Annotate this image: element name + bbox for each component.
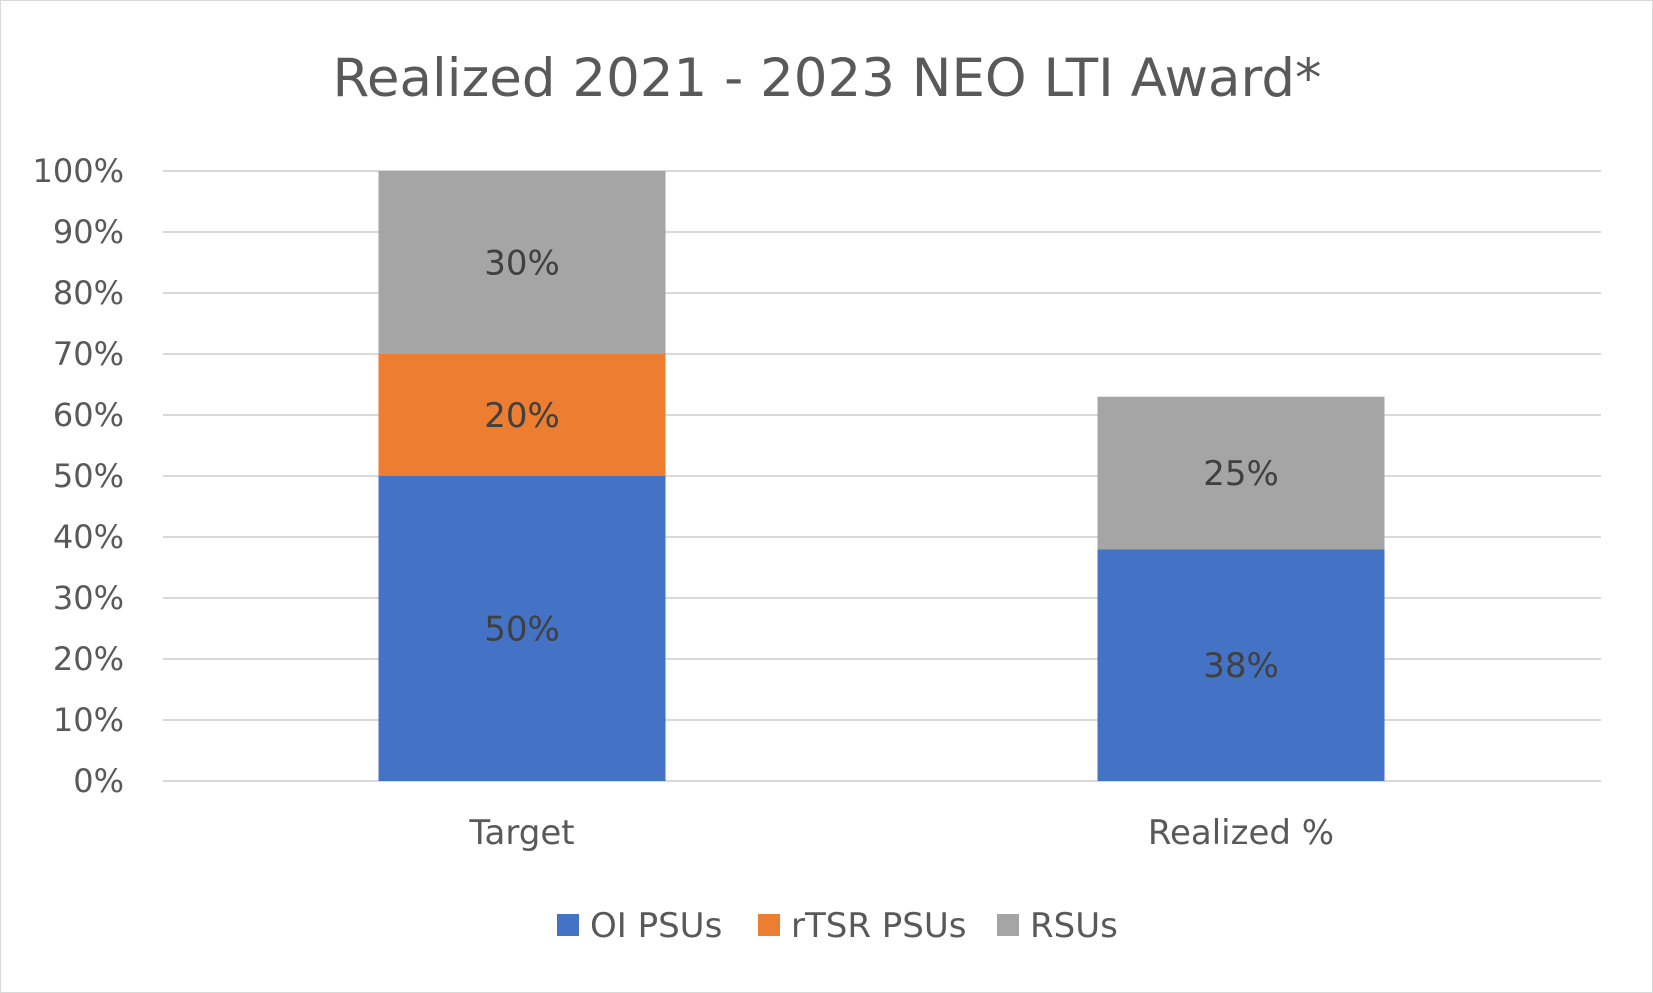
bars: 50% 20% 30% 38% 25% [378, 171, 1385, 781]
data-label: 50% [484, 610, 560, 650]
y-tick-label: 20% [53, 640, 124, 678]
legend-label: rTSR PSUs [791, 906, 966, 946]
data-label: 30% [484, 244, 560, 284]
y-tick-label: 0% [73, 762, 124, 800]
x-axis: Target Realized % [468, 813, 1334, 853]
y-axis: 0% 10% 20% 30% 40% 50% 60% 70% 80% 90% 100% [33, 152, 124, 800]
legend-swatch [557, 914, 579, 936]
y-tick-label: 90% [53, 213, 124, 251]
legend-swatch [758, 914, 780, 936]
y-tick-label: 70% [53, 335, 124, 373]
bar-segment [378, 171, 666, 354]
y-tick-label: 80% [53, 274, 124, 312]
legend: OI PSUs rTSR PSUs RSUs [557, 906, 1118, 946]
data-label: 38% [1203, 646, 1279, 686]
y-tick-label: 10% [53, 701, 124, 739]
bar-segment [378, 476, 666, 781]
bar-segment [378, 354, 666, 476]
x-tick-label: Realized % [1148, 813, 1334, 853]
legend-swatch [997, 914, 1019, 936]
x-tick-label: Target [468, 813, 574, 853]
y-tick-label: 30% [53, 579, 124, 617]
bar-segment [1097, 549, 1385, 781]
data-label: 25% [1203, 454, 1279, 494]
y-tick-label: 50% [53, 457, 124, 495]
chart-title: Realized 2021 - 2023 NEO LTI Award* [332, 48, 1321, 109]
bar-segment [1097, 396, 1385, 550]
y-tick-label: 60% [53, 396, 124, 434]
y-tick-label: 100% [33, 152, 124, 190]
legend-label: OI PSUs [590, 906, 722, 946]
y-tick-label: 40% [53, 518, 124, 556]
data-label: 20% [484, 396, 560, 436]
legend-label: RSUs [1030, 906, 1118, 946]
